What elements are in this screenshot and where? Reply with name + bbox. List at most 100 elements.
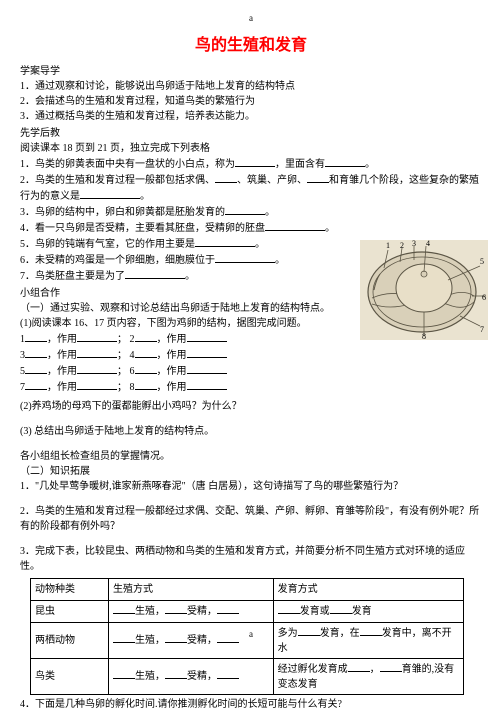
egg-diagram: 1 2 3 4 5 6 7 8 [360,240,488,340]
struct-row-3: 5，作用； 6，作用 [20,363,482,379]
q6-text-b: 。 [275,255,285,266]
cell-dev: 发育或 发育 [273,600,464,622]
table-row: 昆虫 生殖， 受精， 发育或 发育 [31,600,464,622]
q3-text-b: 。 [265,207,275,218]
cell-species: 昆虫 [31,600,109,622]
question-3: (3) 总结出鸟卵适于陆地上发育的结构特点。 [20,424,482,439]
t: ，作用 [157,382,187,393]
tuo-1: 1．"几处早莺争暖树,谁家新燕啄春泥"（唐 白居易），这句诗描写了鸟的哪些繁殖行… [20,479,482,494]
q7-text-a: 7．鸟类胚盘主要是为了 [20,271,125,282]
blank [215,172,237,183]
blank [135,347,157,358]
t: ，作用 [47,366,77,377]
section-xuexi: 先学后教 [20,126,482,141]
fill-q2: 2．鸟类的生殖和发育过程一般都包括求偶、、筑巢、产卵、和育雏几个阶段，这些复杂的… [20,172,482,204]
t: 受精， [187,671,217,682]
q5-text-a: 5．鸟卵的钝端有气室，它的作用主要是 [20,239,195,250]
blank [187,347,227,358]
th-species: 动物种类 [31,578,109,600]
blank [278,603,300,614]
blank [215,252,275,263]
t: 发育 [352,606,372,617]
svg-text:6: 6 [482,293,486,302]
svg-text:2: 2 [400,241,404,250]
t: ，作用 [47,382,77,393]
blank [307,172,329,183]
blank [235,156,275,167]
table-row: 鸟类 生殖， 受精， 经过孵化发育成，育雏的,没有变态发育 [31,658,464,694]
blank [187,363,227,374]
blank [325,156,365,167]
q3-text-a: 3．鸟卵的结构中，卵白和卵黄都是胚胎发育的 [20,207,225,218]
blank [77,363,117,374]
tuo-3: 3．完成下表，比较昆虫、两栖动物和鸟类的生殖和发育方式，并简要分析不同生殖方式对… [20,544,482,574]
blank [187,331,227,342]
t: 受精， [187,606,217,617]
q1-text-c: 。 [365,159,375,170]
cell-dev: 经过孵化发育成，育雏的,没有变态发育 [273,658,464,694]
blank [135,379,157,390]
t: ，作用 [47,350,77,361]
xuean-item-2: 2．会描述鸟的生殖和发育过程，知道鸟类的繁殖行为 [20,94,482,109]
svg-text:1: 1 [386,241,390,250]
q4-text-b: 。 [325,223,335,234]
tuo-4: 4．下面是几种鸟卵的孵化时间.请你推测孵化时间的长短可能与什么有关? [20,697,482,712]
svg-text:5: 5 [480,257,484,266]
t: ， [370,664,380,675]
blank [330,603,352,614]
q1-text-b: ，里面含有 [275,159,325,170]
th-development: 发育方式 [273,578,464,600]
blank [125,268,185,279]
blank [265,220,325,231]
t: ，作用 [47,334,77,345]
q2-text-a: 2．鸟类的生殖和发育过程一般都包括求偶、 [20,175,215,186]
structure-rows: 1，作用； 2，作用 3，作用； 4，作用 5，作用； 6，作用 7，作用； 8… [20,331,482,395]
xuean-item-1: 1．通过观察和讨论，能够说出鸟卵适于陆地上发育的结构特点 [20,79,482,94]
cell-repro: 生殖， 受精， [108,658,273,694]
blank [77,331,117,342]
blank [135,363,157,374]
page-header-marker: a [20,12,482,26]
blank [195,236,255,247]
svg-text:3: 3 [412,240,416,248]
struct-row-4: 7，作用； 8，作用 [20,379,482,395]
cell-species: 鸟类 [31,658,109,694]
check-line: 各小组组长检查组员的掌握情况。 [20,449,482,464]
blank [380,661,402,672]
th-reproduction: 生殖方式 [108,578,273,600]
blank [225,204,265,215]
document-title: 鸟的生殖和发育 [20,34,482,58]
t: 发育或 [300,606,330,617]
blank [80,188,140,199]
question-2: (2)养鸡场的母鸡下的蛋都能孵出小鸡吗？为什么？ [20,399,482,414]
q6-text-a: 6．未受精的鸡蛋是一个卵细胞，细胞膜位于 [20,255,215,266]
svg-text:4: 4 [426,240,430,248]
cell-repro: 生殖， 受精， [108,600,273,622]
xuexi-intro: 阅读课本 18 页到 21 页，独立完成下列表格 [20,141,482,156]
t: ，作用 [157,366,187,377]
blank [113,603,135,614]
fill-q3: 3．鸟卵的结构中，卵白和卵黄都是胚胎发育的 。 [20,204,482,220]
t: 生殖， [135,671,165,682]
t: 生殖， [135,606,165,617]
blank [165,668,187,679]
blank [217,603,239,614]
blank [217,668,239,679]
q1-text-a: 1．鸟类的卵黄表面中央有一盘状的小白点，称为 [20,159,235,170]
blank [135,331,157,342]
blank [25,331,47,342]
q7-text-b: 。 [185,271,195,282]
blank [25,363,47,374]
blank [77,347,117,358]
content-wrapper: 鸟的生殖和发育 学案导学 1．通过观察和讨论，能够说出鸟卵适于陆地上发育的结构特… [20,34,482,712]
section-xuean: 学案导学 [20,64,482,79]
q4-text-a: 4．看一只鸟卵是否受精，主要看其胚盘，受精卵的胚盘 [20,223,265,234]
xuean-item-3: 3．通过概括鸟类的生殖和发育过程，培养表达能力。 [20,109,482,124]
blank [25,379,47,390]
tuo-2: 2．鸟类的生殖和发育过程一般都经过求偶、交配、筑巢、产卵、孵卵、育雏等阶段"，有… [20,504,482,534]
q5-text-b: 。 [255,239,265,250]
svg-text:7: 7 [480,325,484,334]
t: ，作用 [157,334,187,345]
fill-q4: 4．看一只鸟卵是否受精，主要看其胚盘，受精卵的胚盘 。 [20,220,482,236]
blank [77,379,117,390]
